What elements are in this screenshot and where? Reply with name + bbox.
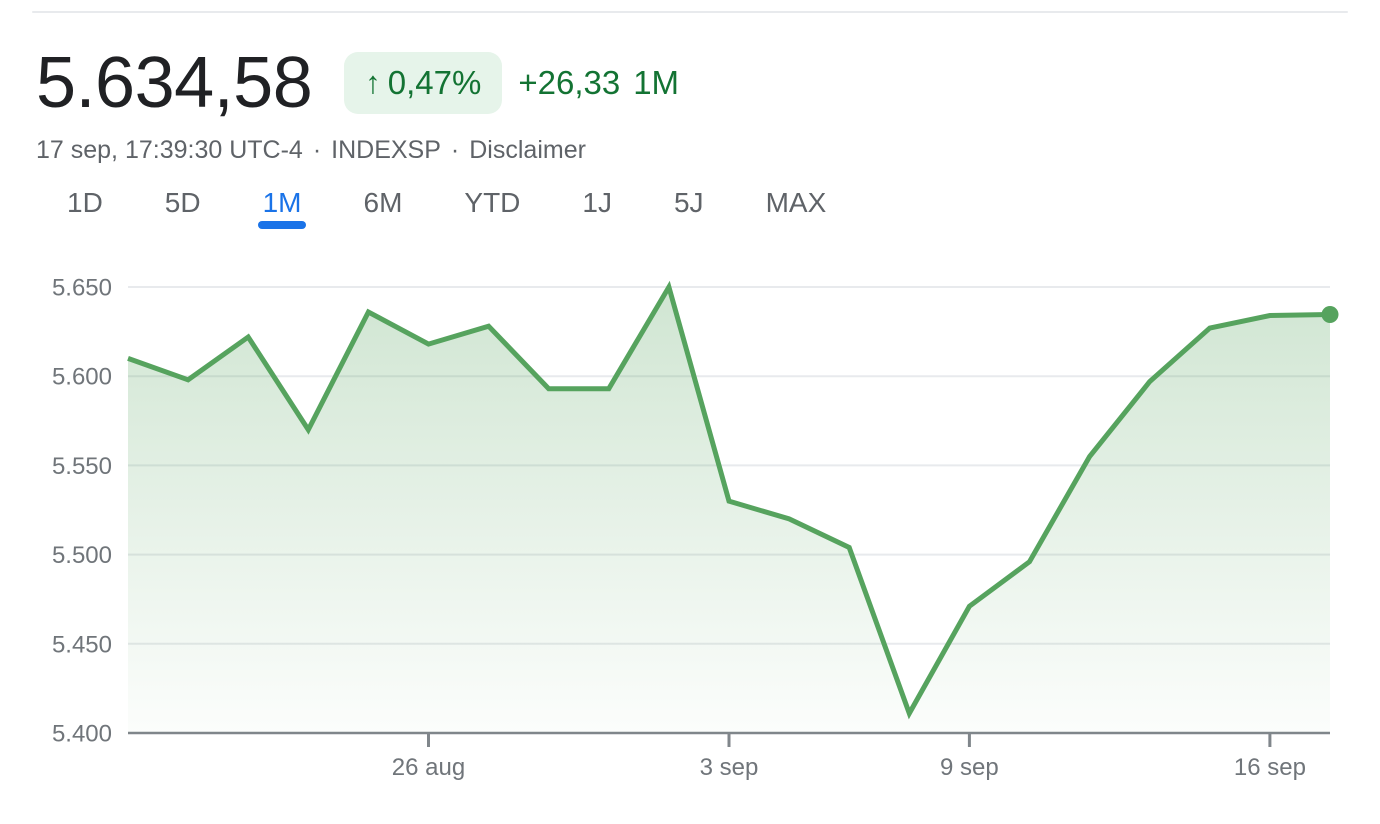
tab-1m[interactable]: 1M — [232, 188, 333, 230]
chart-area-fill — [128, 287, 1330, 733]
chart-y-tick-label: 5.400 — [52, 721, 112, 748]
tab-label: 6M — [363, 187, 403, 218]
meta-separator: · — [450, 136, 460, 164]
chart-y-tick-label: 5.500 — [52, 542, 112, 569]
chart-x-tick-label: 16 sep — [1234, 754, 1306, 781]
chart-line — [127, 280, 1331, 720]
active-tab-underline — [258, 221, 307, 229]
range-tabs: 1D 5D 1M 6M YTD 1J 5J MAX — [36, 188, 857, 230]
tab-label: 1J — [582, 187, 612, 218]
change-percent-badge: ↑ 0,47% — [344, 52, 503, 114]
chart-end-dot — [1321, 306, 1339, 324]
index-symbol: INDEXSP — [331, 136, 441, 164]
tab-5j[interactable]: 5J — [643, 188, 735, 230]
tab-6m[interactable]: 6M — [333, 188, 434, 230]
change-absolute: +26,33 1M — [518, 64, 679, 102]
tab-label: 5D — [164, 187, 201, 218]
tab-label: 1M — [262, 187, 302, 218]
chart-x-tick-label: 26 aug — [392, 754, 465, 781]
disclaimer-link[interactable]: Disclaimer — [469, 136, 586, 164]
change-period-label: 1M — [633, 64, 680, 101]
tab-label: 1D — [67, 187, 103, 218]
tab-1j[interactable]: 1J — [551, 188, 643, 230]
tab-5d[interactable]: 5D — [134, 188, 232, 230]
chart-y-tick-label: 5.650 — [52, 275, 112, 302]
tab-1d[interactable]: 1D — [36, 188, 134, 230]
tab-label: MAX — [765, 187, 827, 218]
price-row: 5.634,58 ↑ 0,47% +26,33 1M — [36, 46, 679, 120]
tab-label: YTD — [464, 187, 521, 218]
quote-meta: 17 sep, 17:39:30 UTC-4 · INDEXSP · Discl… — [36, 137, 679, 164]
chart-y-tick-label: 5.600 — [52, 364, 112, 391]
tab-max[interactable]: MAX — [735, 188, 858, 230]
change-absolute-value: +26,33 — [518, 64, 621, 101]
top-divider — [32, 11, 1348, 13]
chart-x-tick-label: 3 sep — [700, 754, 759, 781]
up-arrow-icon: ↑ — [365, 64, 381, 100]
timestamp: 17 sep, 17:39:30 UTC-4 — [36, 136, 303, 164]
price-value: 5.634,58 — [36, 43, 313, 123]
quote-header: 5.634,58 ↑ 0,47% +26,33 1M 17 sep, 17:39… — [36, 46, 679, 164]
chart-y-tick-label: 5.550 — [52, 453, 112, 480]
change-percent-value: 0,47% — [387, 64, 482, 101]
chart-y-tick-label: 5.450 — [52, 631, 112, 658]
tab-label: 5J — [673, 187, 704, 218]
chart-x-tick-label: 9 sep — [940, 754, 999, 781]
meta-separator: · — [312, 136, 322, 164]
tab-ytd[interactable]: YTD — [433, 188, 551, 230]
